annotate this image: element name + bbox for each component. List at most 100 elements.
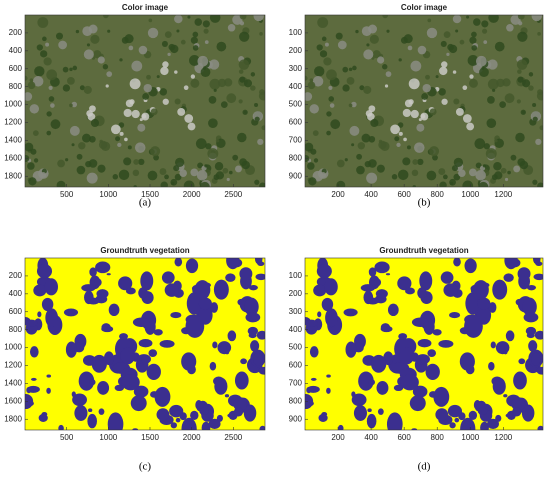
texture — [316, 264, 332, 279]
texture — [45, 42, 50, 47]
texture — [97, 164, 106, 173]
x-tick-label: 200 — [331, 433, 345, 442]
texture — [502, 78, 511, 87]
texture — [397, 122, 404, 128]
texture — [512, 407, 522, 417]
texture — [216, 41, 227, 52]
y-tick-label: 400 — [9, 289, 23, 298]
texture — [148, 349, 158, 357]
texture — [380, 141, 390, 151]
texture — [26, 385, 40, 393]
texture — [194, 280, 211, 300]
texture — [96, 289, 109, 299]
texture — [368, 105, 376, 113]
texture — [446, 52, 450, 57]
texture — [99, 139, 103, 144]
texture — [374, 261, 390, 274]
texture — [89, 105, 96, 113]
texture — [324, 278, 338, 296]
texture — [515, 132, 525, 143]
texture — [33, 284, 47, 297]
texture — [366, 43, 370, 47]
texture — [367, 408, 372, 413]
texture — [102, 64, 109, 70]
texture — [432, 154, 438, 161]
texture — [213, 279, 229, 300]
texture — [505, 413, 513, 418]
texture — [528, 72, 534, 77]
texture — [58, 424, 64, 430]
texture — [492, 377, 506, 395]
x-tick-label: 600 — [397, 190, 411, 199]
texture — [533, 258, 541, 265]
texture — [483, 143, 490, 150]
texture — [103, 15, 109, 19]
texture — [247, 326, 259, 336]
texture — [385, 273, 391, 276]
texture — [208, 96, 217, 104]
texture — [127, 145, 132, 150]
texture — [466, 15, 470, 19]
x-tick-label: 1000 — [461, 433, 479, 442]
texture — [46, 111, 52, 117]
texture — [213, 174, 220, 181]
texture — [187, 122, 196, 131]
texture — [153, 154, 159, 161]
texture — [62, 66, 69, 73]
texture — [312, 76, 324, 87]
texture — [71, 143, 75, 147]
texture — [161, 40, 168, 47]
texture — [476, 55, 487, 67]
texture — [499, 101, 506, 109]
texture — [464, 258, 477, 274]
texture — [259, 32, 263, 36]
texture — [411, 428, 418, 430]
texture — [399, 347, 415, 365]
texture — [429, 146, 440, 157]
texture — [400, 374, 419, 391]
texture — [305, 319, 318, 327]
texture — [130, 395, 147, 412]
texture — [88, 159, 98, 168]
texture — [79, 85, 85, 91]
texture — [321, 297, 334, 312]
texture — [81, 284, 96, 292]
texture — [308, 177, 317, 186]
texture — [481, 20, 489, 28]
texture — [25, 142, 34, 152]
y-tick-label: 1000 — [4, 343, 22, 352]
texture — [425, 363, 440, 381]
texture — [89, 379, 96, 386]
texture — [342, 84, 350, 92]
texture — [359, 85, 365, 91]
y-tick-label: 200 — [289, 289, 303, 298]
texture — [200, 67, 211, 78]
texture — [477, 407, 488, 415]
texture — [62, 84, 71, 92]
texture — [180, 39, 186, 45]
texture — [517, 31, 528, 42]
texture — [504, 93, 515, 104]
texture — [238, 69, 244, 74]
texture — [245, 312, 261, 323]
texture — [239, 21, 245, 26]
texture — [124, 34, 134, 44]
texture — [93, 50, 102, 59]
y-tick-label: 800 — [9, 325, 23, 334]
texture — [181, 417, 197, 430]
texture — [254, 258, 263, 265]
texture — [475, 162, 482, 169]
texture — [342, 66, 349, 73]
texture — [106, 273, 111, 276]
texture — [507, 170, 511, 175]
texture — [496, 78, 505, 88]
texture — [356, 165, 365, 175]
texture — [536, 366, 543, 375]
texture — [253, 15, 264, 22]
texture — [208, 418, 221, 429]
texture — [225, 273, 236, 282]
texture — [209, 78, 221, 90]
texture — [174, 98, 181, 105]
texture — [504, 345, 509, 351]
texture — [385, 71, 392, 77]
